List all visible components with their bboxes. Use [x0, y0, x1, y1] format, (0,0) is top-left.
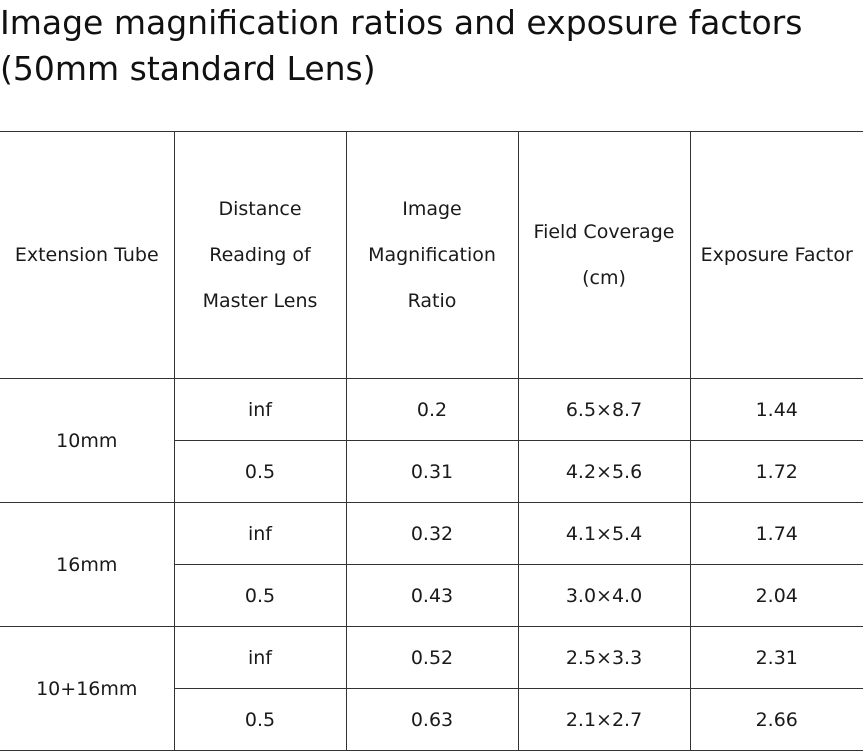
header-magnification-ratio: Image Magnification Ratio [345, 131, 519, 379]
distance-cell: inf [173, 626, 347, 689]
title-line-2: (50mm standard Lens) [0, 49, 376, 88]
ratio-cell: 0.2 [345, 378, 519, 441]
tube-cell: 16mm [0, 502, 175, 627]
ratio-cell: 0.43 [345, 564, 519, 627]
magnification-table: Extension Tube Distance Reading of Maste… [0, 131, 863, 751]
title-line-1: Image magnification ratios and exposure … [0, 3, 803, 42]
factor-cell: 1.72 [689, 440, 863, 503]
ratio-cell: 0.31 [345, 440, 519, 503]
distance-cell: inf [173, 378, 347, 441]
distance-cell: 0.5 [174, 688, 347, 751]
factor-cell: 2.66 [689, 688, 863, 751]
distance-cell: inf [173, 502, 347, 565]
coverage-cell: 6.5×8.7 [517, 378, 691, 441]
ratio-cell: 0.32 [345, 502, 519, 565]
factor-cell: 2.04 [689, 564, 863, 627]
coverage-cell: 4.1×5.4 [517, 502, 691, 565]
tube-cell: 10+16mm [0, 626, 175, 751]
table-row: 10mm inf 0.2 6.5×8.7 1.44 [0, 378, 863, 503]
header-row: Extension Tube Distance Reading of Maste… [0, 131, 863, 379]
header-exposure-factor: Exposure Factor [689, 131, 863, 379]
header-distance-reading: Distance Reading of Master Lens [173, 131, 347, 379]
header-distance-reading-label: Distance Reading of Master Lens [202, 198, 318, 312]
coverage-cell: 2.5×3.3 [517, 626, 691, 689]
factor-cell: 2.31 [689, 626, 863, 689]
table-row: 0.5 0.63 2.1×2.7 2.66 [0, 688, 863, 751]
tube-cell: 10mm [0, 378, 175, 503]
page-title: Image magnification ratios and exposure … [0, 0, 865, 92]
coverage-cell: 3.0×4.0 [517, 564, 691, 627]
ratio-cell: 0.63 [345, 688, 519, 751]
factor-cell: 1.44 [689, 378, 863, 441]
coverage-cell: 4.2×5.6 [517, 440, 691, 503]
header-exposure-factor-label: Exposure Factor [700, 244, 853, 266]
table-row: 0.5 0.43 3.0×4.0 2.04 [0, 564, 863, 627]
distance-cell: 0.5 [174, 564, 347, 627]
header-field-coverage: Field Coverage (cm) [517, 131, 691, 379]
header-magnification-ratio-label: Image Magnification Ratio [368, 198, 496, 312]
header-extension-tube: Extension Tube [0, 131, 175, 379]
coverage-cell: 2.1×2.7 [517, 688, 691, 751]
ratio-cell: 0.52 [345, 626, 519, 689]
distance-cell: 0.5 [174, 440, 347, 503]
header-field-coverage-label: Field Coverage (cm) [533, 221, 675, 289]
table-row: 16mm inf 0.32 4.1×5.4 1.74 [0, 502, 863, 627]
table-row: 10+16mm inf 0.52 2.5×3.3 2.31 [0, 626, 863, 751]
header-extension-tube-label: Extension Tube [14, 244, 159, 266]
factor-cell: 1.74 [689, 502, 863, 565]
